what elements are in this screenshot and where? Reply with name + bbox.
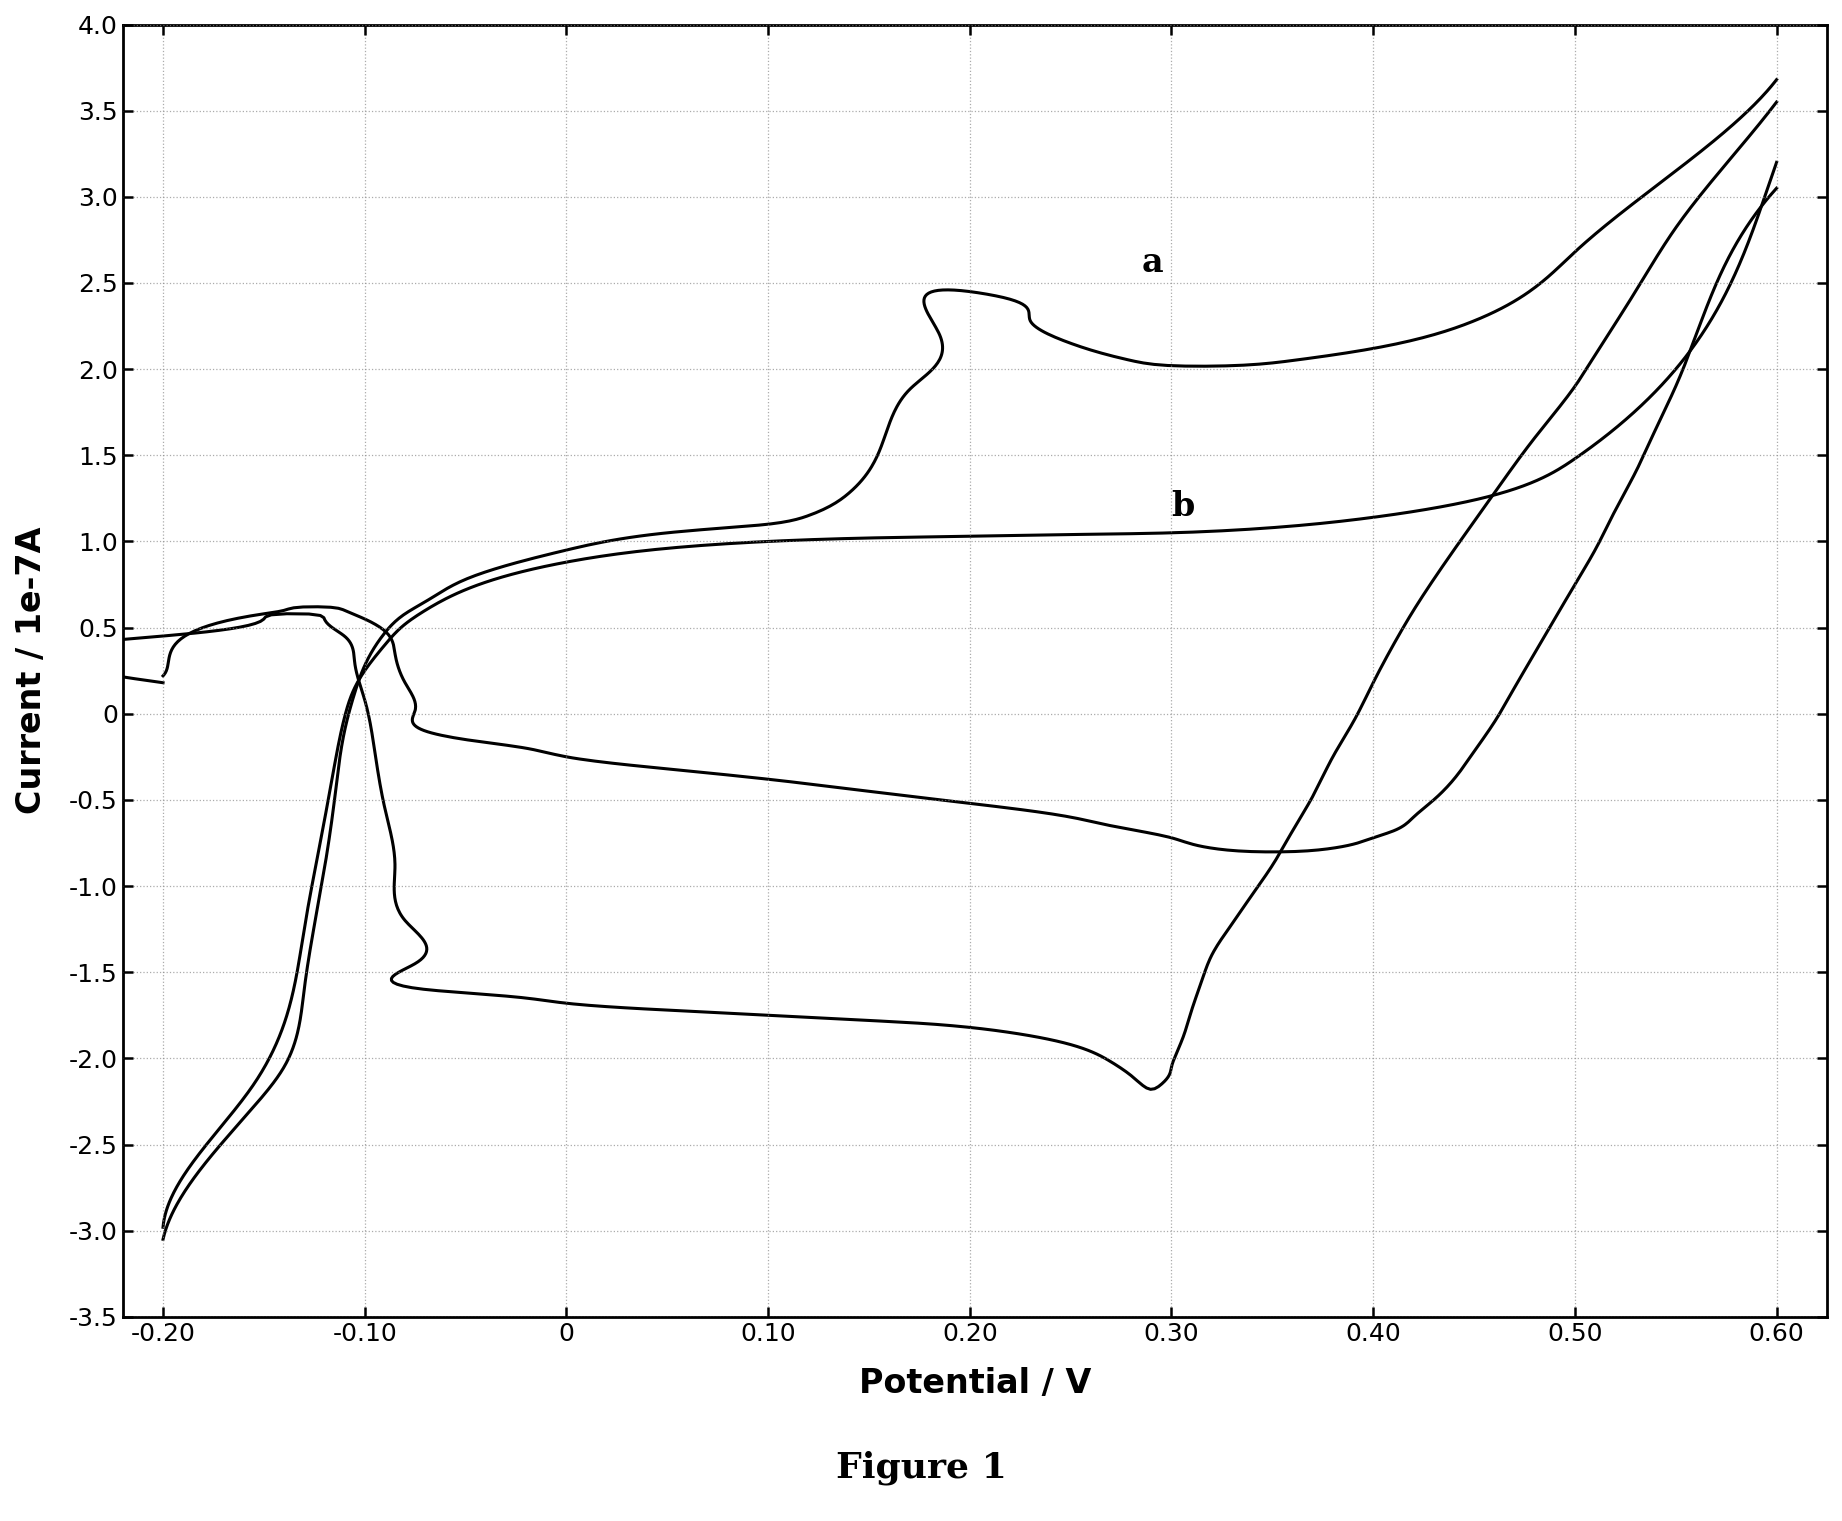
Y-axis label: Current / 1e-7A: Current / 1e-7A (15, 526, 48, 814)
X-axis label: Potential / V: Potential / V (858, 1366, 1090, 1399)
Text: b: b (1172, 490, 1195, 523)
Text: a: a (1142, 246, 1162, 278)
Text: Figure 1: Figure 1 (836, 1451, 1006, 1484)
